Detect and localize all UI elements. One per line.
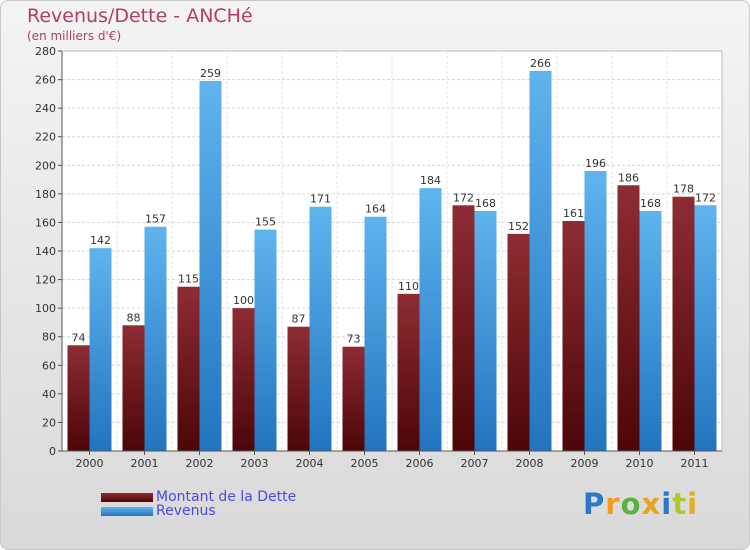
x-tick-label: 2005: [351, 457, 379, 470]
revenus-bar: [474, 211, 497, 451]
debt-data-label: 178: [673, 183, 694, 196]
legend-swatch-revenus: [101, 506, 153, 516]
revenus-data-label: 164: [365, 203, 386, 216]
revenus-bar: [254, 229, 277, 451]
debt-bar: [67, 345, 90, 451]
y-tick-label: 220: [35, 131, 56, 144]
x-tick-label: 2002: [186, 457, 214, 470]
logo-letter: x: [641, 487, 662, 521]
legend-item-debt: Montant de la Dette: [101, 489, 296, 505]
revenus-data-label: 168: [640, 197, 661, 210]
revenus-data-label: 157: [145, 213, 166, 226]
debt-bar: [287, 326, 310, 451]
legend-swatch-debt: [101, 492, 153, 502]
y-tick-label: 0: [49, 445, 56, 458]
revenus-data-label: 155: [255, 216, 276, 229]
revenus-data-label: 184: [420, 174, 441, 187]
revenus-bar: [694, 205, 717, 451]
logo-letter: o: [620, 487, 642, 521]
proxiti-logo: Proxiti: [583, 487, 698, 521]
debt-bar: [177, 286, 200, 451]
y-tick-label: 120: [35, 274, 56, 287]
x-tick-label: 2009: [571, 457, 599, 470]
logo-letter: r: [605, 487, 621, 521]
x-tick-label: 2006: [406, 457, 434, 470]
revenus-data-label: 266: [530, 57, 551, 70]
revenus-data-label: 171: [310, 193, 331, 206]
revenus-bar: [89, 248, 112, 451]
revenus-bar: [419, 188, 442, 451]
debt-data-label: 152: [508, 220, 529, 233]
debt-data-label: 186: [618, 171, 639, 184]
revenus-bar: [639, 211, 662, 451]
x-tick-label: 2001: [131, 457, 159, 470]
logo-letter: i: [687, 487, 699, 521]
revenus-data-label: 142: [90, 234, 111, 247]
revenus-bar: [309, 206, 332, 451]
y-tick-label: 200: [35, 159, 56, 172]
debt-bar: [507, 233, 530, 451]
debt-data-label: 172: [453, 191, 474, 204]
revenus-bar: [529, 71, 552, 451]
x-tick-label: 2007: [461, 457, 489, 470]
debt-bar: [452, 205, 475, 451]
y-tick-label: 60: [42, 359, 56, 372]
debt-data-label: 73: [347, 333, 361, 346]
revenus-bar: [144, 226, 167, 451]
revenus-bar: [584, 171, 607, 451]
debt-data-label: 87: [292, 313, 306, 326]
debt-bar: [342, 346, 365, 451]
y-tick-label: 20: [42, 416, 56, 429]
y-tick-label: 240: [35, 102, 56, 115]
x-tick-label: 2010: [626, 457, 654, 470]
debt-data-label: 161: [563, 207, 584, 220]
debt-bar: [617, 185, 640, 452]
revenus-data-label: 196: [585, 157, 606, 170]
revenus-bar: [364, 216, 387, 451]
legend-item-revenus: Revenus: [101, 503, 216, 519]
x-tick-label: 2011: [681, 457, 709, 470]
revenus-bar: [199, 81, 222, 451]
debt-data-label: 110: [398, 280, 419, 293]
debt-data-label: 115: [178, 273, 199, 286]
x-tick-label: 2008: [516, 457, 544, 470]
debt-bar: [397, 293, 420, 451]
chart-title: Revenus/Dette - ANCHé: [27, 5, 253, 27]
revenus-data-label: 172: [695, 191, 716, 204]
x-tick-label: 2004: [296, 457, 324, 470]
y-tick-label: 180: [35, 188, 56, 201]
logo-letter: P: [583, 487, 606, 521]
debt-bar: [122, 325, 145, 451]
logo-letter: i: [661, 487, 673, 521]
legend-label-debt: Montant de la Dette: [156, 489, 297, 505]
debt-bar: [672, 196, 695, 451]
y-tick-label: 140: [35, 245, 56, 258]
debt-data-label: 88: [127, 311, 141, 324]
y-tick-label: 280: [35, 45, 56, 58]
y-tick-label: 40: [42, 388, 56, 401]
debt-data-label: 100: [233, 294, 254, 307]
legend-label-revenus: Revenus: [156, 503, 216, 519]
chart-subtitle: (en milliers d'€): [27, 29, 122, 43]
x-tick-label: 2000: [76, 457, 104, 470]
debt-data-label: 74: [72, 331, 86, 344]
debt-bar: [232, 308, 255, 451]
y-tick-label: 260: [35, 74, 56, 87]
debt-bar: [562, 221, 585, 451]
y-tick-label: 80: [42, 331, 56, 344]
logo-letter: t: [672, 487, 688, 521]
y-tick-label: 100: [35, 302, 56, 315]
x-tick-label: 2003: [241, 457, 269, 470]
y-tick-label: 160: [35, 216, 56, 229]
revenus-data-label: 168: [475, 197, 496, 210]
revenus-data-label: 259: [200, 67, 221, 80]
